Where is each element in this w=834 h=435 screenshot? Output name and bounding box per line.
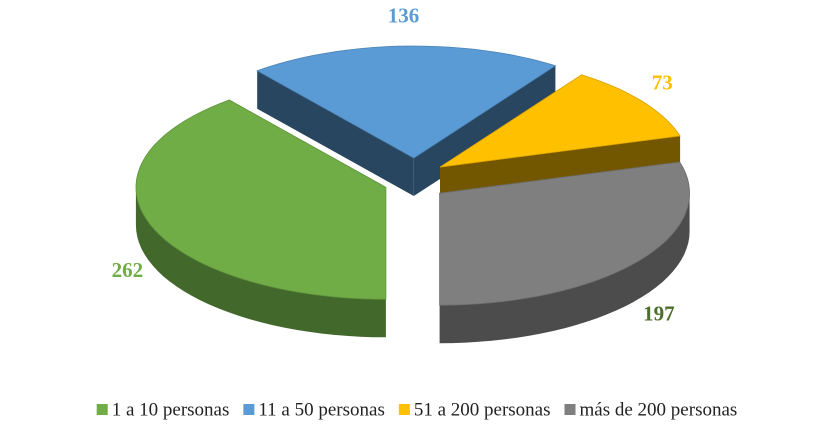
legend: 1 a 10 personas 11 a 50 personas 51 a 200 … bbox=[96, 399, 738, 420]
slice bbox=[135, 99, 387, 338]
slice-top bbox=[439, 74, 681, 168]
legend-label: más de 200 personas bbox=[580, 399, 738, 420]
legend-label: 51 a 200 personas bbox=[414, 399, 551, 420]
data-label: 136 bbox=[388, 4, 420, 28]
legend-label: 1 a 10 personas bbox=[112, 399, 230, 420]
data-label: 73 bbox=[652, 71, 673, 95]
legend-swatch bbox=[564, 404, 576, 415]
slice-side bbox=[439, 193, 690, 344]
slice-top bbox=[135, 99, 387, 300]
slice-side bbox=[135, 187, 386, 338]
legend-label: 11 a 50 personas bbox=[258, 399, 384, 420]
legend-swatch bbox=[398, 404, 410, 415]
slice-top bbox=[439, 161, 690, 306]
legend-swatch bbox=[96, 404, 108, 415]
data-label: 197 bbox=[643, 301, 675, 325]
legend-swatch bbox=[243, 404, 255, 415]
data-label: 262 bbox=[112, 258, 144, 282]
slice-wall bbox=[257, 70, 414, 196]
slice-top bbox=[256, 45, 557, 159]
slice bbox=[439, 161, 690, 344]
